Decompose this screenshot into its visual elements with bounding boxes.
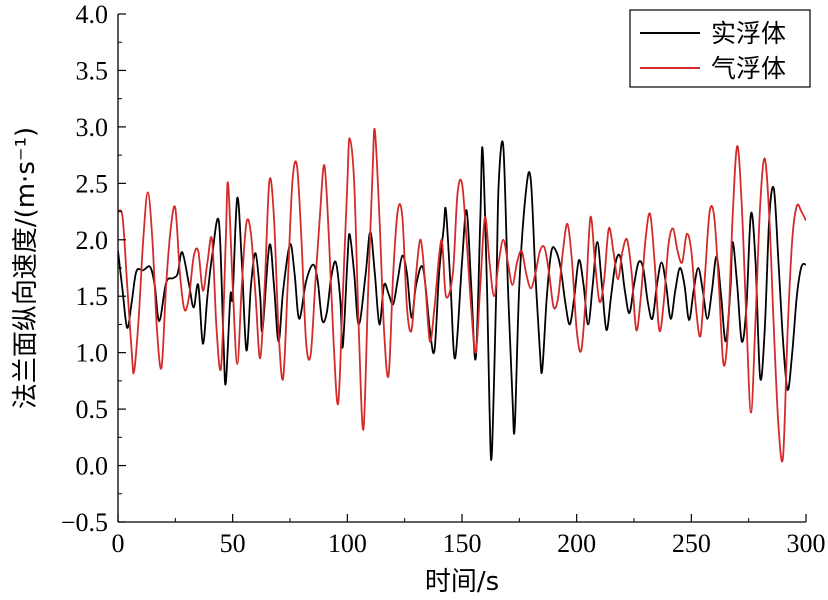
legend-label-solid-body: 实浮体 <box>711 19 786 48</box>
x-tick-label: 150 <box>443 529 482 558</box>
labels-layer: −0.5 0.0 0.5 1.0 1.5 2.0 2.5 3.0 3.5 4.0 0 50 100 150… <box>61 0 826 558</box>
x-tick-label: 200 <box>557 529 596 558</box>
y-tick-label: 4.0 <box>76 0 109 29</box>
y-tick-label: 2.0 <box>76 226 109 255</box>
y-tick-label: 0.5 <box>76 395 109 424</box>
y-tick-label: 3.0 <box>76 113 109 142</box>
x-tick-label: 50 <box>220 529 246 558</box>
x-axis-title: 时间/s <box>425 567 499 597</box>
legend-box <box>629 9 811 88</box>
y-tick-label: −0.5 <box>61 508 108 537</box>
y-tick-label: 0.0 <box>76 452 109 481</box>
y-tick-label: 2.5 <box>76 169 109 198</box>
y-tick-label: 1.5 <box>76 282 109 311</box>
x-tick-label: 100 <box>328 529 367 558</box>
axes-layer <box>117 13 807 523</box>
x-tick-label: 0 <box>112 529 125 558</box>
legend-label-air-body: 气浮体 <box>711 54 786 83</box>
y-tick-label: 3.5 <box>76 56 109 85</box>
y-axis-title: 法兰面纵向速度/(m·s⁻¹) <box>11 127 41 409</box>
x-tick-label: 300 <box>787 529 826 558</box>
series-layer <box>118 127 806 463</box>
series-line-1 <box>118 127 806 463</box>
x-tick-label: 250 <box>672 529 711 558</box>
y-tick-label: 1.0 <box>76 339 109 368</box>
legend: 实浮体 气浮体 <box>629 9 811 88</box>
